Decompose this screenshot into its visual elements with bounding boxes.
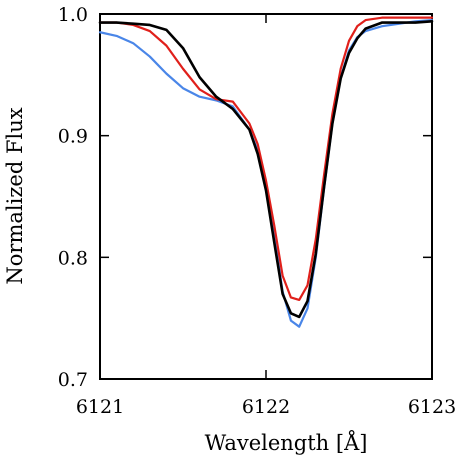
- y-tick-label: 0.8: [58, 247, 88, 269]
- x-tick-label: 6122: [242, 396, 290, 418]
- ticks-layer: 6121 6122 6123 0.7 0.8 0.9 1.0: [58, 4, 456, 418]
- x-tick-label: 6121: [76, 396, 124, 418]
- y-axis-title: Normalized Flux: [3, 107, 27, 284]
- y-tick-label: 0.9: [58, 126, 88, 148]
- series-layer: [98, 16, 434, 328]
- series-line-3: [98, 19, 434, 319]
- y-tick-label: 1.0: [58, 4, 88, 26]
- x-tick-label: 6123: [408, 396, 456, 418]
- series-line-1: [98, 18, 434, 328]
- series-line-2: [98, 16, 434, 302]
- x-axis-title: Wavelength [Å]: [205, 430, 368, 455]
- y-tick-label: 0.7: [58, 369, 88, 391]
